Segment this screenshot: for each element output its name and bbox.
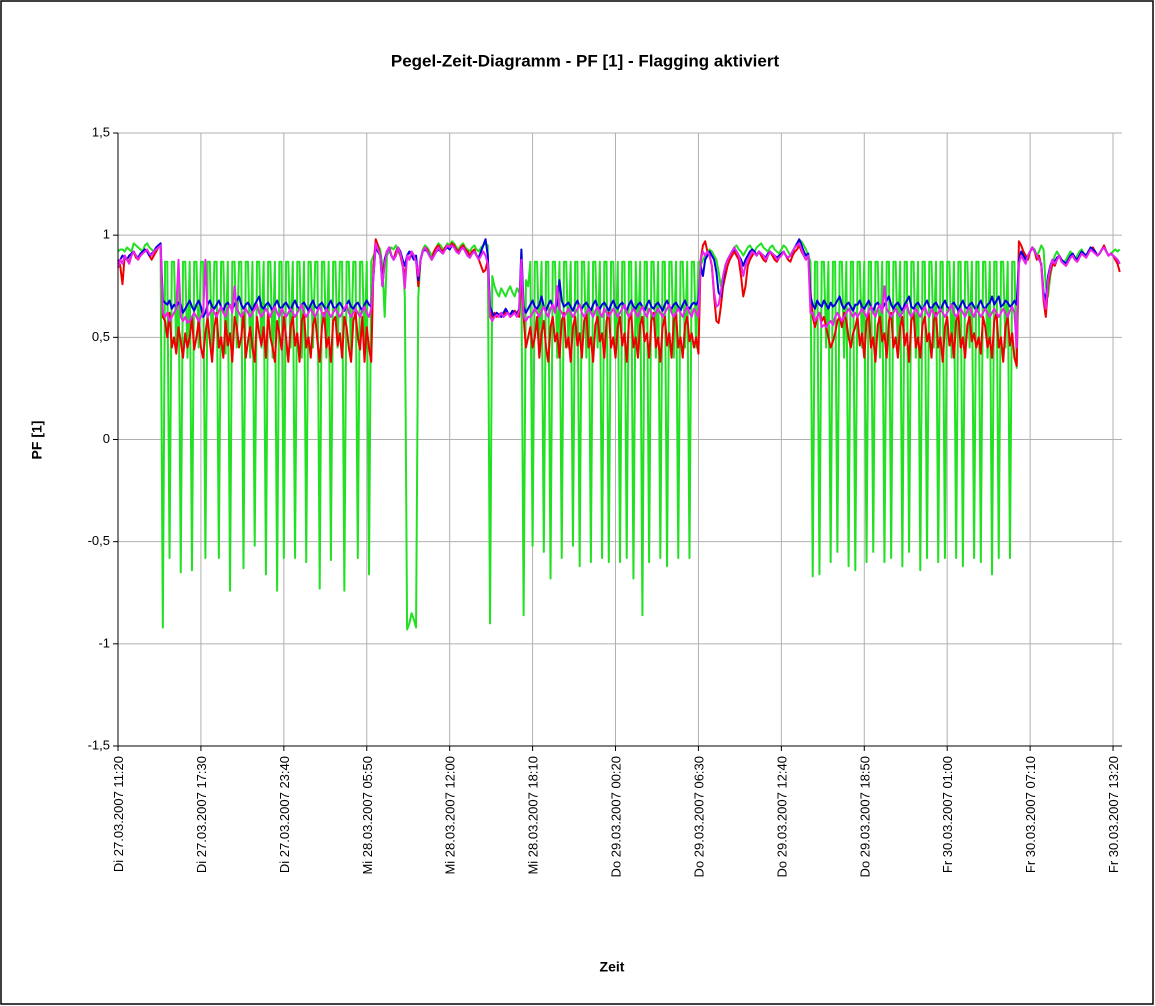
y-tick-label: 0,5 (92, 329, 110, 344)
x-tick-label: Do 29.03.2007 18:50 (857, 756, 872, 877)
y-tick-label: 1,5 (92, 124, 110, 139)
chart-title: Pegel-Zeit-Diagramm - PF [1] - Flagging … (391, 51, 780, 70)
x-tick-label: Do 29.03.2007 00:20 (609, 756, 624, 877)
series-line (117, 238, 1121, 367)
y-axis-title: PF [1] (29, 421, 45, 460)
x-tick-label: Fr 30.03.2007 01:00 (940, 756, 955, 873)
x-tick-label: Fr 30.03.2007 07:10 (1023, 756, 1038, 873)
series-line (117, 238, 1121, 318)
x-tick-label: Fr 30.03.2007 13:20 (1106, 756, 1121, 873)
y-tick-label: -1 (98, 635, 110, 650)
x-tick-label: Do 29.03.2007 06:30 (691, 756, 706, 877)
x-tick-label: Mi 28.03.2007 18:10 (526, 756, 541, 875)
x-tick-label: Di 27.03.2007 17:30 (194, 756, 209, 873)
x-tick-label: Di 27.03.2007 11:20 (111, 756, 126, 872)
x-axis-title: Zeit (600, 959, 625, 975)
x-tick-label: Di 27.03.2007 23:40 (277, 756, 292, 873)
x-tick-label: Do 29.03.2007 12:40 (774, 756, 789, 877)
series-line (117, 242, 1121, 349)
y-tick-label: 0 (103, 431, 110, 446)
x-tick-label: Mi 28.03.2007 12:00 (443, 756, 458, 875)
x-tick-label: Mi 28.03.2007 05:50 (360, 756, 375, 875)
y-tick-label: -1,5 (88, 737, 110, 752)
y-tick-label: -0,5 (88, 533, 110, 548)
y-tick-label: 1 (103, 227, 110, 242)
